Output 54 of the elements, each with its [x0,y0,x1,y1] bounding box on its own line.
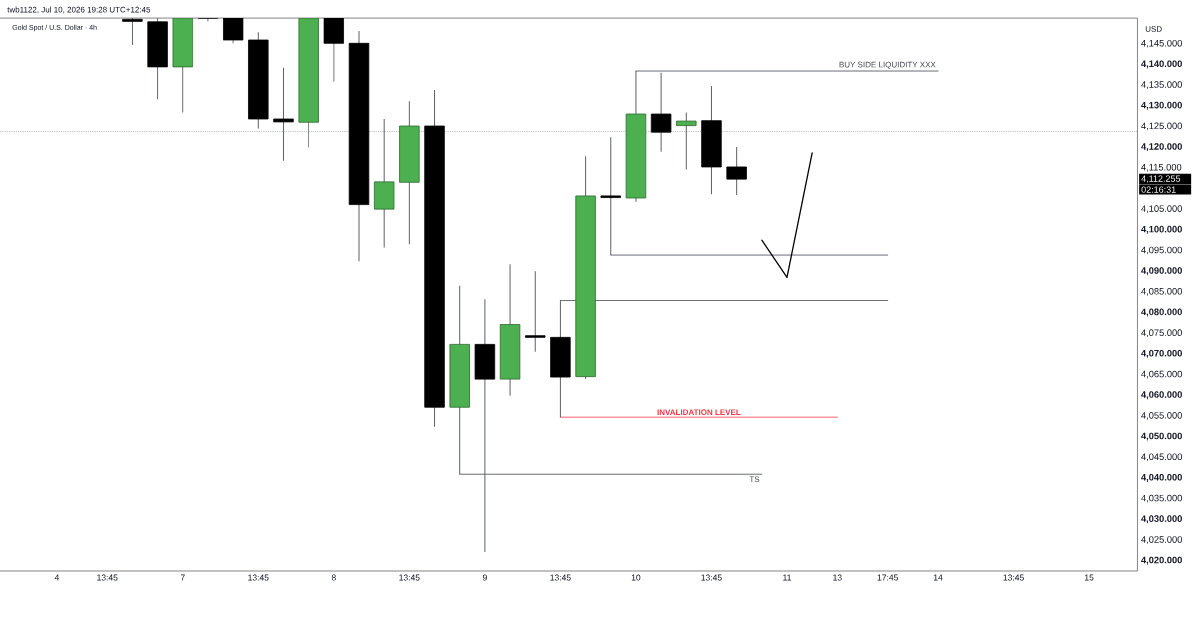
x-tick-label: 13:45 [1003,574,1024,581]
y-tick-label: 4,065.000 [1141,370,1182,379]
x-tick-label: 10 [631,574,641,581]
x-tick-label: 13:45 [248,574,269,581]
y-tick-label: 4,120.000 [1141,143,1182,152]
x-tick-label: 17:45 [877,574,898,581]
x-tick-label: 13 [833,574,842,581]
x-tick-label: 8 [331,574,336,581]
y-tick-label: 4,050.000 [1141,432,1182,441]
x-tick-label: 13:45 [550,574,571,581]
y-tick-label: 4,100.000 [1141,225,1182,234]
x-tick-label: 11 [783,574,791,581]
y-tick-label: 4,055.000 [1141,412,1182,420]
x-tick-label: 13:45 [701,574,722,581]
y-tick-label: 4,105.000 [1141,205,1182,213]
series-label: INVALIDATION LEVEL [657,409,741,415]
candlestick [726,146,747,196]
y-tick-label: 4,135.000 [1141,81,1182,89]
candlestick [650,72,672,153]
x-tick-label: 4 [54,574,60,581]
series-label: TS [749,476,760,483]
y-tick-label: 4,130.000 [1141,101,1182,110]
y-tick-label: 4,115.000 [1141,163,1182,172]
candlestick [273,67,294,162]
candlestick [525,270,546,353]
text: 4,112.255 [1141,175,1181,183]
candlestick [676,111,697,170]
y-tick-label: 4,075.000 [1141,329,1182,338]
candlestick [600,136,621,256]
x-tick-label: 9 [482,574,487,581]
y-tick-label: 4,145.000 [1141,39,1182,48]
y-tick-label: 4,140.000 [1141,60,1182,69]
y-tick-label: 4,025.000 [1141,536,1182,544]
y-tick-label: 4,070.000 [1141,349,1182,358]
x-tick-label: 13:45 [97,574,118,581]
y-tick-label: 4,030.000 [1141,515,1182,524]
y-tick-label: 4,045.000 [1141,453,1182,462]
series-label: BUY SIDE LIQUIDITY XXX [839,61,936,69]
y-tick-label: 4,060.000 [1141,391,1182,400]
y-tick-label: 4,090.000 [1141,267,1182,276]
y-tick-label: 4,095.000 [1141,246,1182,255]
y-tick-label: 4,080.000 [1141,308,1182,317]
text: 02:16:31 [1141,186,1176,193]
y-tick-label: 4,020.000 [1141,556,1182,565]
x-tick-label: 7 [180,574,185,581]
x-tick-label: 14 [933,574,943,581]
x-tick-label: 13:45 [399,574,420,581]
y-tick-label: 4,035.000 [1141,494,1182,503]
y-axis-title: USD [1145,26,1162,32]
text: twb1122, Jul 10, 2026 19:28 UTC+12:45 [7,6,151,14]
y-tick-label: 4,085.000 [1141,288,1182,296]
x-tick-label: 15 [1085,574,1094,581]
y-tick-label: 4,040.000 [1141,473,1182,482]
y-tick-label: 4,125.000 [1141,122,1182,131]
